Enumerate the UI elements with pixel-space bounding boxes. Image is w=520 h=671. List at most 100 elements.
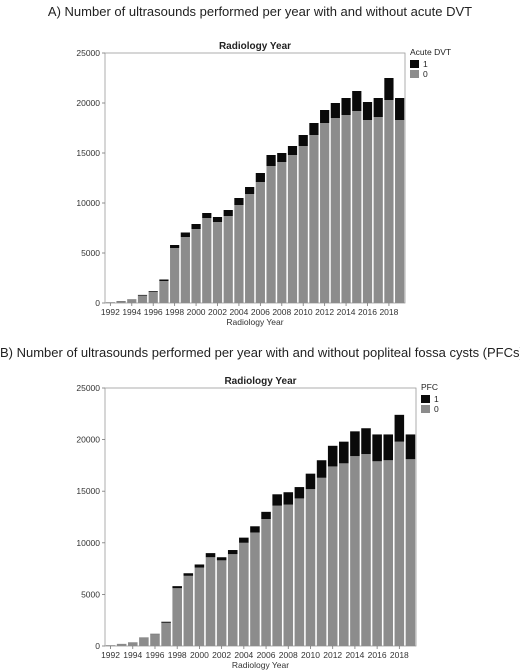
x-tick-label: 2008 — [279, 650, 298, 660]
legend-label-1: 1 — [423, 59, 428, 69]
x-tick-label: 2010 — [294, 307, 313, 317]
bar-1994-series-0 — [127, 642, 138, 646]
x-tick-label: 1996 — [144, 307, 163, 317]
bar-2007-series-0 — [272, 505, 282, 646]
chart-b: Radiology Year05000100001500020000250001… — [76, 376, 439, 670]
bar-2000-series-0 — [191, 229, 201, 303]
bar-2012-series-1 — [320, 110, 330, 123]
x-tick-label: 2000 — [187, 307, 206, 317]
bar-1999-series-1 — [180, 232, 190, 237]
bar-2004-series-0 — [239, 542, 249, 646]
bar-2002-series-0 — [212, 222, 223, 303]
x-tick-label: 2014 — [345, 650, 364, 660]
bar-2005-series-1 — [245, 187, 255, 194]
bar-2011-series-0 — [309, 135, 319, 303]
x-tick-label: 2016 — [368, 650, 387, 660]
chart-a: Radiology Year05000100001500020000250001… — [76, 41, 451, 327]
bar-2000-series-1 — [191, 224, 201, 229]
bar-2012-series-1 — [327, 445, 338, 467]
x-tick-label: 2002 — [208, 307, 227, 317]
bar-2006-series-1 — [261, 511, 271, 520]
legend-swatch-0 — [421, 405, 430, 413]
bar-2001-series-0 — [202, 218, 212, 303]
x-tick-label: 2018 — [390, 650, 409, 660]
bar-1993-series-0 — [116, 301, 126, 303]
x-tick-label: 1996 — [146, 650, 165, 660]
y-tick-label: 5000 — [81, 248, 100, 258]
bar-2001-series-0 — [205, 557, 216, 646]
bar-1992-series-0 — [105, 645, 116, 646]
bar-2018-series-0 — [394, 441, 405, 646]
bar-2002-series-1 — [212, 217, 223, 222]
bar-2009-series-0 — [294, 498, 305, 646]
chart-title: Radiology Year — [219, 41, 291, 52]
bar-2009-series-1 — [294, 487, 305, 499]
x-tick-label: 2000 — [190, 650, 209, 660]
bar-2019-series-1 — [405, 434, 416, 460]
x-tick-label: 1998 — [165, 307, 184, 317]
bar-1999-series-0 — [180, 237, 190, 303]
x-tick-label: 1992 — [101, 650, 120, 660]
bar-2003-series-1 — [223, 210, 233, 216]
x-tick-label: 1992 — [101, 307, 120, 317]
bar-1992-series-0 — [105, 302, 115, 303]
bar-2016-series-1 — [372, 434, 382, 462]
chart-title: Radiology Year — [224, 376, 296, 387]
bar-2016-series-0 — [372, 461, 382, 646]
bar-2011-series-1 — [309, 123, 319, 135]
bar-2000-series-0 — [194, 567, 205, 646]
bar-2004-series-1 — [234, 198, 244, 205]
bar-2017-series-0 — [383, 460, 394, 646]
bar-2010-series-1 — [298, 135, 308, 146]
legend-swatch-1 — [410, 60, 419, 68]
x-tick-label: 2012 — [323, 650, 342, 660]
bar-1995-series-0 — [137, 295, 148, 303]
bar-2009-series-1 — [287, 146, 298, 155]
bar-2015-series-1 — [361, 428, 371, 455]
bar-2006-series-1 — [255, 173, 265, 182]
y-tick-label: 0 — [95, 641, 100, 651]
bar-1996-series-0 — [148, 292, 158, 303]
y-tick-label: 5000 — [81, 589, 100, 599]
bar-2011-series-1 — [316, 460, 327, 478]
x-tick-label: 2012 — [315, 307, 334, 317]
bar-2017-series-1 — [373, 98, 383, 117]
bar-2006-series-0 — [255, 182, 265, 303]
bar-2015-series-0 — [352, 111, 362, 303]
x-tick-label: 1998 — [168, 650, 187, 660]
bar-2004-series-1 — [239, 537, 249, 543]
panel-b-heading: B) Number of ultrasounds performed per y… — [0, 345, 520, 360]
bar-1995-series-1 — [137, 294, 148, 296]
y-tick-label: 25000 — [76, 48, 100, 58]
bar-1993-series-0 — [116, 644, 127, 646]
legend-title: PFC — [421, 382, 438, 392]
bar-2014-series-0 — [350, 456, 360, 646]
bar-2015-series-0 — [361, 454, 371, 646]
bar-1999-series-0 — [183, 575, 194, 646]
x-tick-label: 1994 — [123, 650, 142, 660]
y-tick-label: 20000 — [76, 435, 100, 445]
bar-2010-series-0 — [298, 146, 308, 303]
bar-2012-series-0 — [327, 466, 338, 646]
bar-1998-series-1 — [170, 245, 180, 248]
bar-1997-series-1 — [161, 621, 171, 623]
x-tick-label: 2018 — [379, 307, 398, 317]
bar-2007-series-0 — [266, 166, 276, 303]
bar-2014-series-1 — [341, 98, 351, 115]
bar-1994-series-0 — [127, 300, 137, 303]
bar-2014-series-1 — [350, 431, 360, 457]
bar-2016-series-1 — [362, 102, 373, 120]
bar-2013-series-0 — [339, 463, 349, 646]
legend-swatch-0 — [410, 70, 419, 78]
bar-1999-series-1 — [183, 573, 194, 576]
bar-2017-series-0 — [373, 117, 383, 303]
y-tick-label: 10000 — [76, 538, 100, 548]
bar-2001-series-1 — [205, 553, 216, 558]
y-tick-label: 0 — [95, 298, 100, 308]
x-tick-label: 2002 — [212, 650, 231, 660]
x-tick-label: 2016 — [358, 307, 377, 317]
x-tick-label: 2006 — [251, 307, 270, 317]
legend-title: Acute DVT — [410, 47, 451, 57]
x-tick-label: 2014 — [337, 307, 356, 317]
bar-2005-series-1 — [250, 526, 260, 533]
